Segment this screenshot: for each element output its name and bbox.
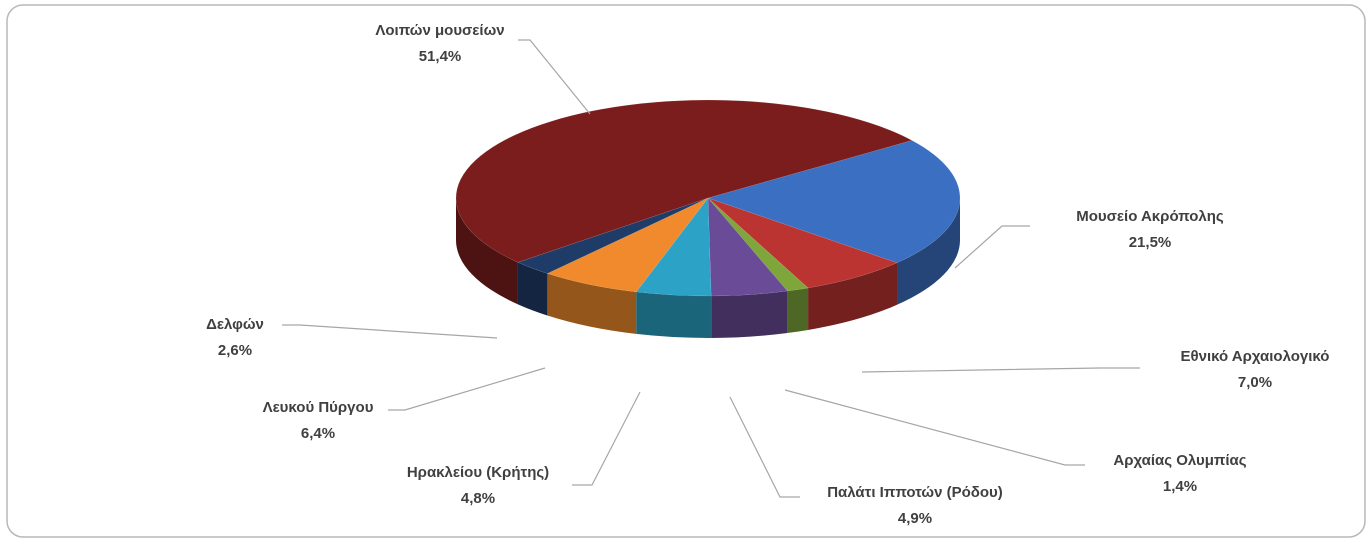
leader-line [518, 39, 591, 115]
slice-value-label: 2,6% [218, 342, 252, 359]
slice-value-label: 1,4% [1163, 478, 1197, 495]
pie-slice [707, 197, 788, 297]
slice-label: Παλάτι Ιπποτών (Ρόδου) [827, 484, 1003, 501]
slice-value-label: 21,5% [1129, 234, 1172, 251]
pie-slice [707, 140, 961, 264]
pie-slice [635, 197, 712, 297]
pie-slice-side [517, 262, 548, 316]
leader-line [784, 389, 1085, 466]
pie-slice [517, 197, 709, 274]
slice-label: Αρχαίας Ολυμπίας [1113, 452, 1246, 469]
pie-slice [707, 197, 898, 289]
leader-line [572, 391, 641, 486]
pie-slice [455, 99, 913, 263]
pie-slice-side [787, 287, 809, 334]
leader-line [282, 324, 498, 339]
pie-slice-side [456, 198, 518, 305]
leader-line [861, 367, 1140, 373]
slice-value-label: 7,0% [1238, 374, 1272, 391]
leader-line [954, 225, 1030, 269]
slice-value-label: 6,4% [301, 425, 335, 442]
pie-slice [546, 197, 709, 293]
slice-label: Ηρακλείου (Κρήτης) [407, 464, 549, 481]
slice-label: Λοιπών μουσείων [375, 22, 504, 39]
slice-label: Λευκού Πύργου [263, 399, 374, 416]
slice-label: Δελφών [206, 316, 264, 333]
pie-slice [707, 197, 809, 292]
leader-line [388, 367, 546, 411]
pie-slice-side [808, 262, 898, 330]
slice-label: Εθνικό Αρχαιολογικό [1181, 348, 1330, 365]
pie-slice-side [711, 291, 788, 338]
slice-value-label: 4,9% [898, 510, 932, 527]
leader-line [729, 396, 800, 498]
slice-value-label: 51,4% [419, 48, 462, 65]
pie-slice-side [897, 198, 960, 305]
slice-label: Μουσείο Ακρόπολης [1076, 208, 1224, 225]
pie-slice-side [636, 291, 712, 338]
slice-value-label: 4,8% [461, 490, 495, 507]
pie-slice-side [547, 273, 637, 334]
